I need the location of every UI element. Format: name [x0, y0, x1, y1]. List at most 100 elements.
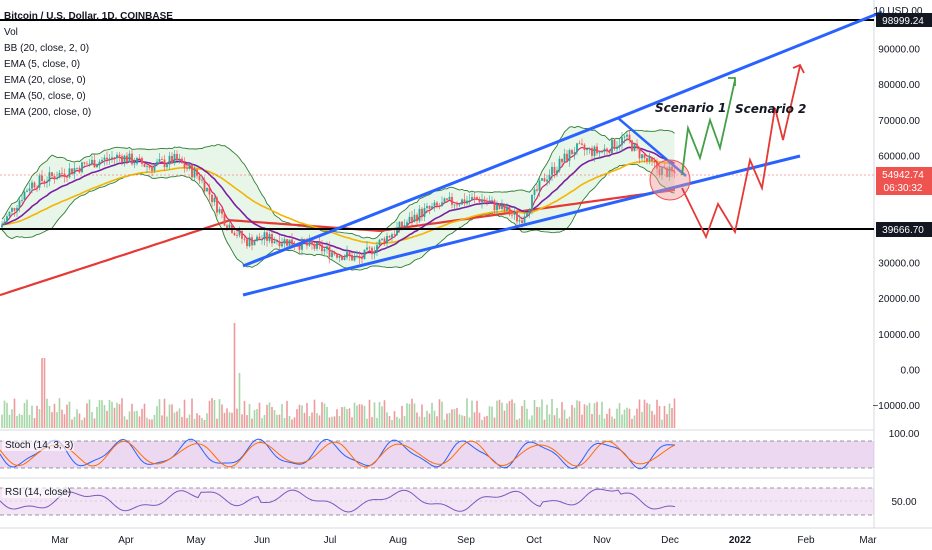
- volume-bar: [338, 416, 341, 428]
- resistance-tag-text: 98999.24: [882, 16, 924, 27]
- candle-body: [426, 206, 428, 209]
- stoch-label[interactable]: Stoch (14, 3, 3): [5, 440, 73, 451]
- volume-bar: [261, 418, 263, 428]
- indicator-legend-item[interactable]: EMA (50, close, 0): [4, 91, 86, 102]
- price-tick-label: 0.00: [901, 366, 921, 377]
- volume-bar: [658, 405, 661, 428]
- indicator-legend-item[interactable]: EMA (200, close, 0): [4, 107, 91, 118]
- candle-body: [196, 169, 198, 176]
- volume-bar: [16, 415, 18, 428]
- volume-bar: [126, 419, 128, 428]
- channel-lower-line[interactable]: [242, 154, 801, 297]
- volume-bar: [548, 414, 551, 428]
- countdown-text: 06:30:32: [884, 183, 923, 194]
- volume-bar: [501, 402, 503, 428]
- candle-body: [81, 162, 83, 173]
- candle-body: [173, 153, 176, 164]
- candle-body: [276, 241, 278, 243]
- candle-body: [268, 234, 271, 241]
- candle-body: [406, 222, 408, 226]
- volume-bar: [103, 405, 106, 428]
- volume-bar: [443, 419, 446, 428]
- indicator-legend-item[interactable]: EMA (5, close, 0): [4, 59, 80, 70]
- candle-body: [661, 167, 663, 176]
- candle-body: [651, 156, 653, 161]
- rsi-label[interactable]: RSI (14, close): [5, 487, 71, 498]
- volume-bar: [408, 403, 411, 428]
- candle-body: [58, 172, 61, 178]
- candle-body: [578, 143, 581, 145]
- candle-body: [271, 234, 273, 244]
- candle-body: [141, 158, 143, 165]
- time-axis[interactable]: Mar Apr May Jun Jul Aug Sep Oct Nov Dec 2022 Feb Mar: [51, 535, 877, 546]
- last-price-tag: [876, 167, 932, 195]
- volume-bar: [591, 414, 593, 428]
- candle-body: [621, 137, 623, 146]
- candle-body: [496, 203, 498, 211]
- volume-bar: [431, 402, 433, 428]
- indicator-legend-item[interactable]: BB (20, close, 2, 0): [4, 43, 89, 54]
- volume-bar: [556, 407, 558, 428]
- chart-title[interactable]: Bitcoin / U.S. Dollar, 1D, COINBASE: [4, 11, 173, 22]
- candle-body: [171, 155, 173, 164]
- volume-bar: [48, 405, 51, 428]
- volume-bar: [463, 416, 466, 428]
- volume-bar: [638, 399, 641, 428]
- channel-upper-extension[interactable]: [617, 10, 883, 120]
- candle-body: [28, 188, 31, 191]
- volume-bar: [36, 405, 38, 428]
- volume-bar: [476, 400, 478, 428]
- volume-bar: [348, 408, 351, 428]
- scenario1-arrowhead: [728, 77, 736, 86]
- candle-body: [323, 249, 326, 252]
- price-tick-label: 20000.00: [878, 294, 920, 305]
- volume-bar: [343, 406, 346, 428]
- candle-body: [416, 214, 418, 222]
- candle-body: [178, 158, 181, 161]
- volume-bar: [551, 398, 553, 428]
- candle-body: [653, 160, 656, 163]
- indicator-legend-item[interactable]: EMA (20, close, 0): [4, 75, 86, 86]
- candle-body: [533, 189, 536, 195]
- volume-bar: [98, 400, 101, 428]
- candle-body: [418, 208, 421, 222]
- volume-bar: [461, 415, 463, 428]
- volume-bar: [373, 402, 376, 428]
- candle-body: [638, 147, 641, 159]
- volume-bar: [523, 400, 526, 428]
- candle-body: [93, 159, 96, 168]
- candle-body: [68, 168, 71, 178]
- channel-upper-line[interactable]: [242, 116, 619, 268]
- candle-body: [368, 247, 371, 249]
- volume-bar: [423, 417, 426, 428]
- volume-bar: [38, 409, 41, 428]
- volume-bar: [256, 409, 258, 428]
- candle-body: [468, 200, 471, 202]
- volume-bar: [613, 418, 616, 428]
- candle-body: [361, 258, 363, 260]
- candle-body: [308, 240, 311, 246]
- descending-trendline[interactable]: [617, 117, 687, 177]
- candle-body: [351, 254, 353, 261]
- volume-bar: [198, 415, 201, 428]
- volume-bar: [281, 404, 283, 428]
- candle-body: [453, 204, 456, 206]
- candle-body: [113, 157, 116, 159]
- candle-body: [356, 255, 358, 257]
- candle-body: [3, 221, 6, 225]
- candle-body: [663, 167, 666, 169]
- candle-body: [183, 163, 186, 168]
- time-tick-label: 2022: [729, 535, 752, 546]
- volume-bar: [81, 419, 83, 428]
- volume-bar: [61, 409, 63, 428]
- candle-body: [326, 246, 328, 250]
- volume-bar: [413, 403, 416, 428]
- volume-bar: [666, 414, 668, 428]
- candle-body: [223, 213, 226, 226]
- indicator-legend-item[interactable]: Vol: [4, 27, 18, 38]
- candle-body: [313, 244, 316, 249]
- candle-body: [333, 252, 336, 255]
- candle-body: [441, 202, 443, 207]
- volume-bar: [118, 404, 121, 428]
